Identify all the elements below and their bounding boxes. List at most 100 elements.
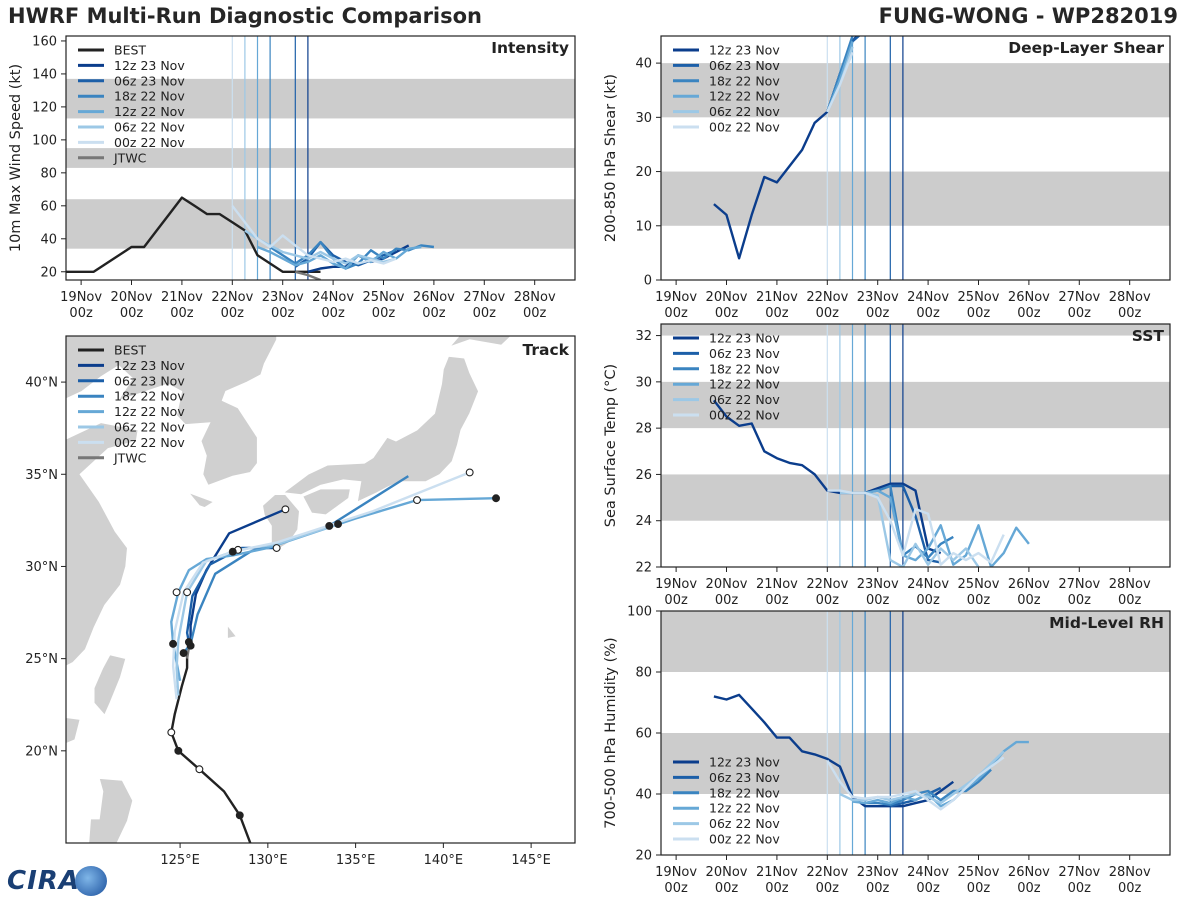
shear-xtick-label: 24Nov	[907, 290, 949, 305]
track-marker-00z-22-nov	[172, 588, 181, 597]
sst-xtick-label: 28Nov	[1109, 577, 1151, 592]
figure-title: HWRF Multi-Run Diagnostic Comparison	[8, 4, 483, 28]
rh-legend-label-18z-22-nov: 18z 22 Nov	[709, 785, 780, 800]
rh-legend-label-12z-23-nov: 12z 23 Nov	[709, 755, 780, 770]
track-legend-label-18z-22-nov: 18z 22 Nov	[114, 389, 185, 404]
intensity-ytick-label: 160	[32, 34, 57, 49]
sst-xtick-sub: 00z	[1017, 593, 1041, 608]
sst-xtick-sub: 00z	[1118, 593, 1142, 608]
intensity-ytick-label: 140	[32, 67, 57, 82]
shear-xtick-label: 19Nov	[655, 290, 697, 305]
jeju	[187, 491, 215, 508]
sst-legend-label-18z-22-nov: 18z 22 Nov	[709, 361, 780, 376]
sst-legend-label-06z-23-nov: 06z 23 Nov	[709, 346, 780, 361]
rh-xtick-sub: 00z	[1118, 881, 1142, 896]
sst-xtick-label: 24Nov	[907, 577, 949, 592]
rh-ytick-label: 80	[635, 666, 652, 681]
rh-series-00z-22-nov	[826, 756, 1005, 811]
track-marker-18z-22-nov	[179, 649, 188, 658]
track-marker-00z-22-nov	[465, 468, 474, 477]
intensity-legend-label-jtwc: JTWC	[113, 150, 147, 165]
shear-xtick-sub: 00z	[967, 306, 991, 321]
rh-xtick-label: 20Nov	[706, 865, 748, 880]
sst-ytick-label: 26	[635, 468, 652, 483]
intensity-band	[66, 78, 575, 119]
sst-xtick-sub: 00z	[967, 593, 991, 608]
sst-ytick-label: 24	[635, 514, 652, 529]
rh-xtick-label: 24Nov	[907, 865, 949, 880]
sst-xtick-sub: 00z	[1068, 593, 1092, 608]
intensity-ytick-label: 80	[40, 166, 57, 181]
track-marker-06z-23-nov	[272, 544, 281, 552]
rh-xtick-label: 23Nov	[857, 865, 899, 880]
sst-panel: 22242628303219Nov00z20Nov00z21Nov00z22No…	[603, 323, 1171, 608]
track-legend-label-jtwc: JTWC	[113, 450, 147, 465]
korea-mainland	[66, 336, 278, 486]
rh-xtick-label: 28Nov	[1109, 865, 1151, 880]
intensity-band	[66, 148, 575, 168]
track-series-jtwc	[185, 647, 191, 659]
track-marker-00z-22-nov	[228, 547, 237, 556]
shear-xtick-sub: 00z	[916, 306, 940, 321]
shear-series-00z-22-nov	[826, 51, 854, 113]
intensity-xtick-label: 27Nov	[463, 290, 505, 305]
track-series-12z-22-nov	[170, 497, 497, 682]
intensity-series-jtwc	[294, 270, 321, 280]
sst-series-18z-22-nov	[864, 484, 954, 559]
rh-xtick-label: 27Nov	[1058, 865, 1100, 880]
intensity-legend-label-00z-22-nov: 00z 22 Nov	[114, 135, 185, 150]
shear-band	[661, 171, 1170, 226]
track-ytick-label: 30°N	[25, 560, 58, 575]
rh-ytick-label: 60	[635, 727, 652, 742]
shear-xtick-sub: 00z	[1017, 306, 1041, 321]
track-legend-label-best: BEST	[114, 343, 146, 358]
shear-legend-label-06z-23-nov: 06z 23 Nov	[709, 58, 780, 73]
rh-xtick-label: 21Nov	[756, 865, 798, 880]
sst-legend-label-12z-22-nov: 12z 22 Nov	[709, 377, 780, 392]
shear-xtick-label: 21Nov	[756, 290, 798, 305]
sst-xtick-label: 22Nov	[806, 577, 848, 592]
intensity-xtick-sub: 00z	[372, 306, 396, 321]
luzon	[88, 778, 134, 843]
intensity-series-00z-22-nov	[231, 205, 397, 265]
intensity-xtick-sub: 00z	[120, 306, 144, 321]
track-xtick-label: 145°E	[511, 853, 551, 868]
intensity-series-12z-22-nov	[257, 245, 422, 270]
intensity-xtick-label: 23Nov	[262, 290, 304, 305]
rh-xtick-sub: 00z	[1068, 881, 1092, 896]
shear-xtick-label: 27Nov	[1058, 290, 1100, 305]
shikoku	[302, 488, 351, 516]
intensity-xtick-sub: 00z	[221, 306, 245, 321]
storm-title: FUNG-WONG - WP282019	[878, 4, 1178, 28]
okinawa	[227, 624, 238, 639]
sst-xtick-label: 20Nov	[706, 577, 748, 592]
sst-ytick-label: 28	[635, 422, 652, 437]
shear-legend-label-00z-22-nov: 00z 22 Nov	[709, 120, 780, 135]
intensity-legend-label-18z-22-nov: 18z 22 Nov	[114, 89, 185, 104]
track-marker-06z-23-nov	[184, 638, 193, 646]
sst-xtick-label: 25Nov	[958, 577, 1000, 592]
shear-legend-label-06z-22-nov: 06z 22 Nov	[709, 104, 780, 119]
shear-ytick-label: 40	[635, 57, 652, 72]
intensity-legend-label-best: BEST	[114, 43, 146, 58]
intensity-xtick-sub: 00z	[170, 306, 194, 321]
track-marker-12z-23-nov	[281, 505, 290, 514]
shear-panel: 01020304019Nov00z20Nov00z21Nov00z22Nov00…	[603, 35, 1171, 321]
sst-xtick-sub: 00z	[816, 593, 840, 608]
intensity-xtick-sub: 00z	[473, 306, 497, 321]
sst-xtick-label: 27Nov	[1058, 577, 1100, 592]
shear-ytick-label: 20	[635, 165, 652, 180]
shear-xtick-sub: 00z	[1068, 306, 1092, 321]
intensity-xtick-label: 21Nov	[161, 290, 203, 305]
shear-xtick-sub: 00z	[866, 306, 890, 321]
shear-xtick-label: 20Nov	[706, 290, 748, 305]
track-marker-best	[235, 811, 244, 820]
track-title: Track	[523, 341, 570, 359]
rh-legend-label-00z-22-nov: 00z 22 Nov	[709, 832, 780, 847]
track-ytick-label: 20°N	[25, 744, 58, 759]
track-ytick-label: 40°N	[25, 376, 58, 391]
shear-legend-label-12z-23-nov: 12z 23 Nov	[709, 43, 780, 58]
